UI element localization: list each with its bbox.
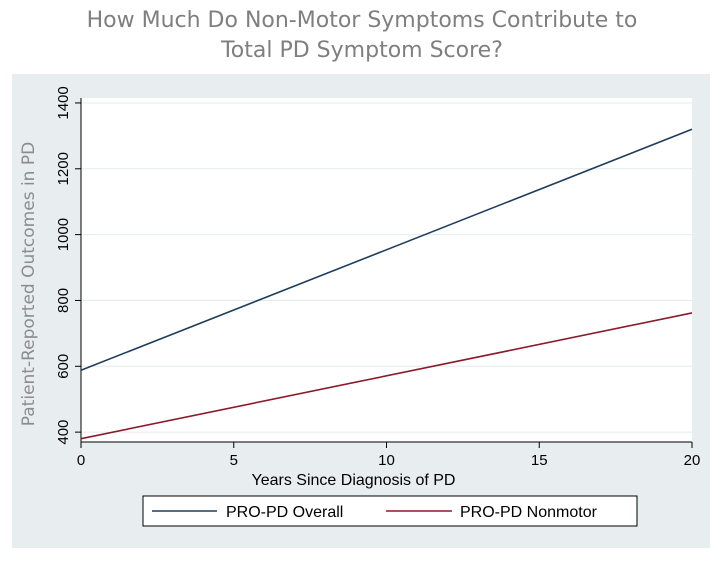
chart-title-line-2: Total PD Symptom Score?	[221, 38, 503, 63]
y-axis-title: Patient-Reported Outcomes in PD	[19, 142, 39, 426]
chart-title-line-1: How Much Do Non-Motor Symptoms Contribut…	[86, 8, 638, 33]
series-line	[80, 128, 693, 371]
y-tick-label: 600	[55, 354, 72, 379]
line-chart: 400 600 800 1000 1200 1400 0 5 10 15 20 Years Since…	[19, 86, 701, 527]
y-tick-label: 1000	[55, 218, 72, 251]
y-tick-label: 400	[55, 420, 72, 445]
y-tick-label: 1400	[55, 86, 72, 119]
y-tick-label: 1200	[55, 152, 72, 185]
x-tick-label: 10	[378, 452, 395, 469]
plot-area	[81, 98, 692, 442]
x-tick-label: 5	[230, 452, 238, 469]
series-line	[80, 312, 693, 440]
x-tick-label: 15	[531, 452, 548, 469]
y-tick-label: 800	[55, 288, 72, 313]
x-tick-label: 0	[77, 452, 85, 469]
x-axis-title: Years Since Diagnosis of PD	[252, 472, 456, 489]
x-tick-label: 20	[684, 452, 701, 469]
chart-title: How Much Do Non-Motor Symptoms Contribut…	[0, 6, 724, 66]
legend-label: PRO-PD Nonmotor	[460, 504, 598, 521]
legend-label: PRO-PD Overall	[226, 504, 343, 521]
